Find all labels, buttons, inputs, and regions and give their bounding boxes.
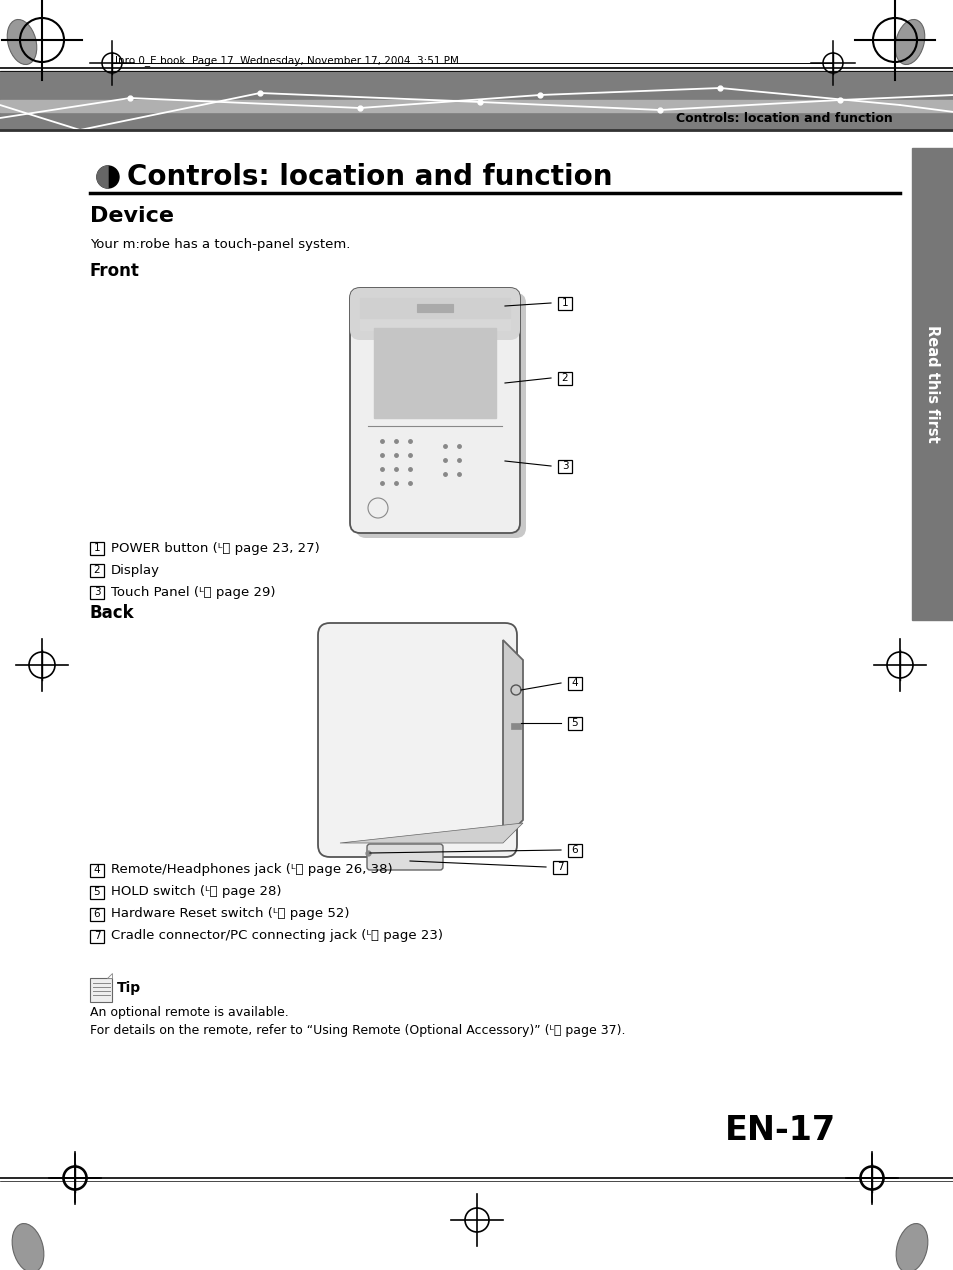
Bar <box>90 978 112 1002</box>
Text: 7: 7 <box>93 931 100 941</box>
Text: Touch Panel (ᴸⓡ page 29): Touch Panel (ᴸⓡ page 29) <box>111 585 275 598</box>
Text: 5: 5 <box>93 886 100 897</box>
Text: 1: 1 <box>93 544 100 552</box>
Bar <box>359 298 510 318</box>
Bar <box>359 298 510 330</box>
FancyBboxPatch shape <box>350 288 519 340</box>
Text: Inro 0_E.book  Page 17  Wednesday, November 17, 2004  3:51 PM: Inro 0_E.book Page 17 Wednesday, Novembe… <box>115 56 458 66</box>
Bar <box>0 100 953 112</box>
Text: Display: Display <box>111 564 160 577</box>
FancyBboxPatch shape <box>355 293 525 538</box>
Bar <box>90 864 104 876</box>
Text: Cradle connector/PC connecting jack (ᴸⓡ page 23): Cradle connector/PC connecting jack (ᴸⓡ … <box>111 930 442 942</box>
Polygon shape <box>107 973 112 978</box>
Text: Device: Device <box>90 206 173 226</box>
Wedge shape <box>97 166 108 188</box>
Text: Tip: Tip <box>117 980 141 994</box>
Bar <box>90 885 104 898</box>
Bar <box>911 149 953 620</box>
FancyBboxPatch shape <box>317 624 517 857</box>
Circle shape <box>97 166 119 188</box>
Text: Hardware Reset switch (ᴸⓡ page 52): Hardware Reset switch (ᴸⓡ page 52) <box>111 908 349 921</box>
Bar <box>558 460 572 472</box>
Bar <box>90 585 104 598</box>
Text: 7: 7 <box>557 862 562 872</box>
Ellipse shape <box>8 19 37 65</box>
Text: Controls: location and function: Controls: location and function <box>127 163 612 190</box>
Bar <box>558 372 572 385</box>
Text: 1: 1 <box>561 298 568 309</box>
Bar <box>90 930 104 942</box>
Text: 4: 4 <box>571 678 578 688</box>
FancyBboxPatch shape <box>367 845 442 870</box>
Polygon shape <box>339 823 522 843</box>
Polygon shape <box>502 640 522 839</box>
Text: Read this first: Read this first <box>924 325 940 443</box>
Text: 6: 6 <box>93 909 100 919</box>
Bar <box>553 861 566 874</box>
Text: For details on the remote, refer to “Using Remote (Optional Accessory)” (ᴸⓡ page: For details on the remote, refer to “Usi… <box>90 1024 625 1038</box>
Bar <box>511 723 520 729</box>
Bar <box>0 71 953 130</box>
Bar <box>374 328 496 418</box>
Bar <box>416 304 453 312</box>
Text: EN-17: EN-17 <box>723 1114 835 1147</box>
Bar <box>90 908 104 921</box>
Bar <box>0 0 953 69</box>
Ellipse shape <box>895 1223 927 1270</box>
Ellipse shape <box>894 19 923 65</box>
Text: Back: Back <box>90 605 134 622</box>
Bar <box>90 564 104 577</box>
Text: POWER button (ᴸⓡ page 23, 27): POWER button (ᴸⓡ page 23, 27) <box>111 541 319 555</box>
Text: Your m:robe has a touch-panel system.: Your m:robe has a touch-panel system. <box>90 237 350 251</box>
Text: 5: 5 <box>571 718 578 728</box>
FancyBboxPatch shape <box>350 288 519 533</box>
Text: 2: 2 <box>93 565 100 575</box>
Text: Remote/Headphones jack (ᴸⓡ page 26, 38): Remote/Headphones jack (ᴸⓡ page 26, 38) <box>111 864 393 876</box>
Text: 3: 3 <box>561 461 568 471</box>
Text: 3: 3 <box>93 587 100 597</box>
Text: Controls: location and function: Controls: location and function <box>676 112 892 124</box>
Text: An optional remote is available.: An optional remote is available. <box>90 1006 289 1019</box>
Text: 4: 4 <box>93 865 100 875</box>
Bar <box>567 716 581 729</box>
Ellipse shape <box>12 1223 44 1270</box>
Text: 6: 6 <box>571 845 578 855</box>
Text: HOLD switch (ᴸⓡ page 28): HOLD switch (ᴸⓡ page 28) <box>111 885 281 898</box>
Bar <box>567 843 581 856</box>
Bar <box>558 296 572 310</box>
Bar <box>90 541 104 555</box>
Bar <box>567 677 581 690</box>
Text: 2: 2 <box>561 373 568 384</box>
Text: Front: Front <box>90 262 140 279</box>
